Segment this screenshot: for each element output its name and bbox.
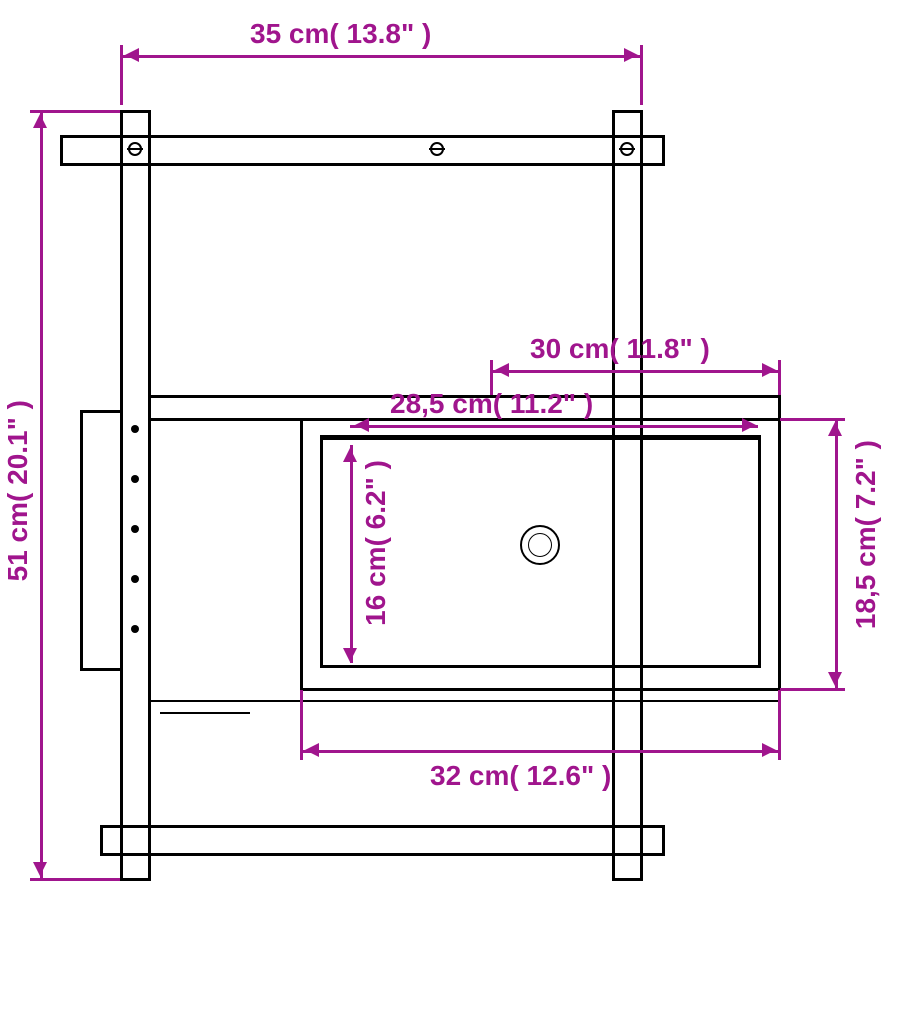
box-front-left xyxy=(300,418,303,690)
drawer-bottom xyxy=(320,665,760,668)
dim-top-ext-r xyxy=(640,45,643,105)
dim-basew-ext-l xyxy=(300,690,303,760)
dim-basew-line xyxy=(300,750,780,753)
hole-1 xyxy=(131,425,139,433)
screw-top-left xyxy=(128,142,142,156)
drawer-right xyxy=(758,435,761,668)
hole-4 xyxy=(131,575,139,583)
hole-3 xyxy=(131,525,139,533)
dim-drawerw-label: 28,5 cm( 11.2" ) xyxy=(390,388,593,420)
arrow xyxy=(33,114,47,128)
box-side-top xyxy=(80,410,123,413)
arrow xyxy=(355,418,369,432)
arrow xyxy=(305,743,319,757)
dim-totalh-label: 51 cm( 20.1" ) xyxy=(2,400,34,581)
hole-2 xyxy=(131,475,139,483)
dim-depth-ext-r xyxy=(778,360,781,395)
dim-totalh-line xyxy=(40,110,43,880)
drawer-top xyxy=(320,435,760,440)
dim-boxh-label: 18,5 cm( 7.2" ) xyxy=(850,440,882,629)
dim-top-ext-l xyxy=(120,45,123,105)
screw-top-right xyxy=(620,142,634,156)
post-left-top xyxy=(120,110,151,113)
dim-basew-label: 32 cm( 12.6" ) xyxy=(430,760,611,792)
dim-depth-label: 30 cm( 11.8" ) xyxy=(530,333,710,365)
crossbar-bot-lower xyxy=(100,853,665,856)
arrow xyxy=(828,672,842,686)
post-left-inner xyxy=(148,110,151,880)
arrow xyxy=(624,48,638,62)
dim-drawerh-label: 16 cm( 6.2" ) xyxy=(360,460,392,626)
arrow xyxy=(762,363,776,377)
hole-5 xyxy=(131,625,139,633)
post-left-bot xyxy=(120,878,151,881)
post-right-top xyxy=(612,110,643,113)
arrow xyxy=(828,422,842,436)
dim-top-line xyxy=(120,55,643,58)
crossbar-bot-leftcap xyxy=(100,825,103,856)
arrow xyxy=(343,448,357,462)
post-right-inner xyxy=(612,110,615,880)
dim-top-label: 35 cm( 13.8" ) xyxy=(250,18,431,50)
drawer-left xyxy=(320,435,323,668)
box-side-bot xyxy=(80,668,123,671)
box-lip xyxy=(148,700,780,702)
crossbar-bot-rightcap xyxy=(662,825,665,856)
box-lip2 xyxy=(160,712,250,714)
arrow xyxy=(33,862,47,876)
box-front-bottom xyxy=(300,688,781,691)
crossbar-top-upper xyxy=(60,135,665,138)
box-front-right xyxy=(778,418,781,690)
drawer-knob-inner xyxy=(528,533,552,557)
arrow xyxy=(742,418,756,432)
box-side-left xyxy=(80,410,83,670)
dim-totalh-ext-b xyxy=(30,878,120,881)
arrow xyxy=(125,48,139,62)
post-right-outer xyxy=(640,110,643,880)
crossbar-top-rightcap xyxy=(662,135,665,166)
crossbar-top-leftcap xyxy=(60,135,63,166)
dim-depth-line xyxy=(490,370,780,373)
dim-drawerw-line xyxy=(350,425,758,428)
dim-drawerh-line xyxy=(350,445,353,663)
crossbar-top-lower xyxy=(60,163,665,166)
post-left-outer xyxy=(120,110,123,880)
dim-totalh-ext-t xyxy=(30,110,120,113)
dim-boxh-ext-b xyxy=(780,688,845,691)
arrow xyxy=(762,743,776,757)
dim-boxh-line xyxy=(835,418,838,688)
dim-boxh-ext-t xyxy=(780,418,845,421)
diagram-canvas: 35 cm( 13.8" ) 30 cm( 11.8" ) 28,5 cm( 1… xyxy=(0,0,911,1013)
crossbar-bot-upper xyxy=(100,825,665,828)
screw-top-mid xyxy=(430,142,444,156)
arrow xyxy=(343,648,357,662)
dim-basew-ext-r xyxy=(778,690,781,760)
arrow xyxy=(495,363,509,377)
post-right-bot xyxy=(612,878,643,881)
